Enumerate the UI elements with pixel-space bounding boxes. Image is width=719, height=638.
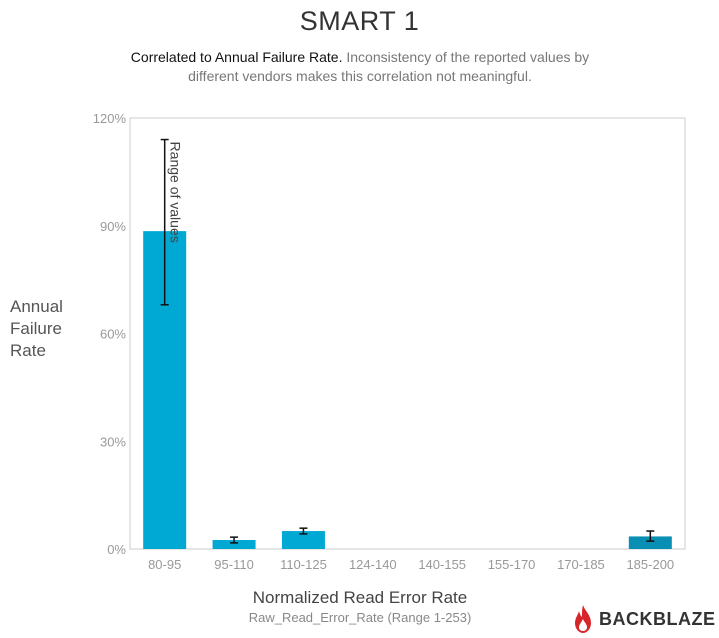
error-bars [161, 140, 655, 543]
x-axis-sublabel: Raw_Read_Error_Rate (Range 1-253) [160, 610, 560, 625]
x-tick-label: 185-200 [626, 557, 674, 572]
backblaze-logo: BACKBLAZE [572, 603, 716, 635]
logo-text: BACKBLAZE [599, 609, 716, 630]
flame-icon [572, 604, 594, 634]
y-tick-label: 90% [100, 219, 126, 234]
bars [143, 231, 672, 549]
x-tick-label: 95-110 [214, 557, 254, 572]
y-tick-label: 0% [107, 542, 126, 557]
x-tick-label: 110-125 [280, 557, 327, 572]
x-axis-ticks: 80-95 95-110 110-125 124-140 140-155 155-170 1… [148, 557, 674, 572]
x-tick-label: 140-155 [418, 557, 466, 572]
x-tick-label: 170-185 [557, 557, 605, 572]
x-tick-label: 80-95 [148, 557, 181, 572]
y-tick-label: 60% [100, 327, 126, 342]
y-tick-label: 30% [100, 434, 126, 449]
plot-area-frame [130, 118, 685, 549]
x-axis-label: Normalized Read Error Rate [160, 588, 560, 608]
y-tick-label: 120% [93, 111, 127, 126]
range-annotation: Range of values [168, 142, 184, 243]
x-tick-label: 155-170 [488, 557, 536, 572]
x-tick-label: 124-140 [349, 557, 397, 572]
y-axis-ticks: 0% 30% 60% 90% 120% [93, 111, 127, 557]
